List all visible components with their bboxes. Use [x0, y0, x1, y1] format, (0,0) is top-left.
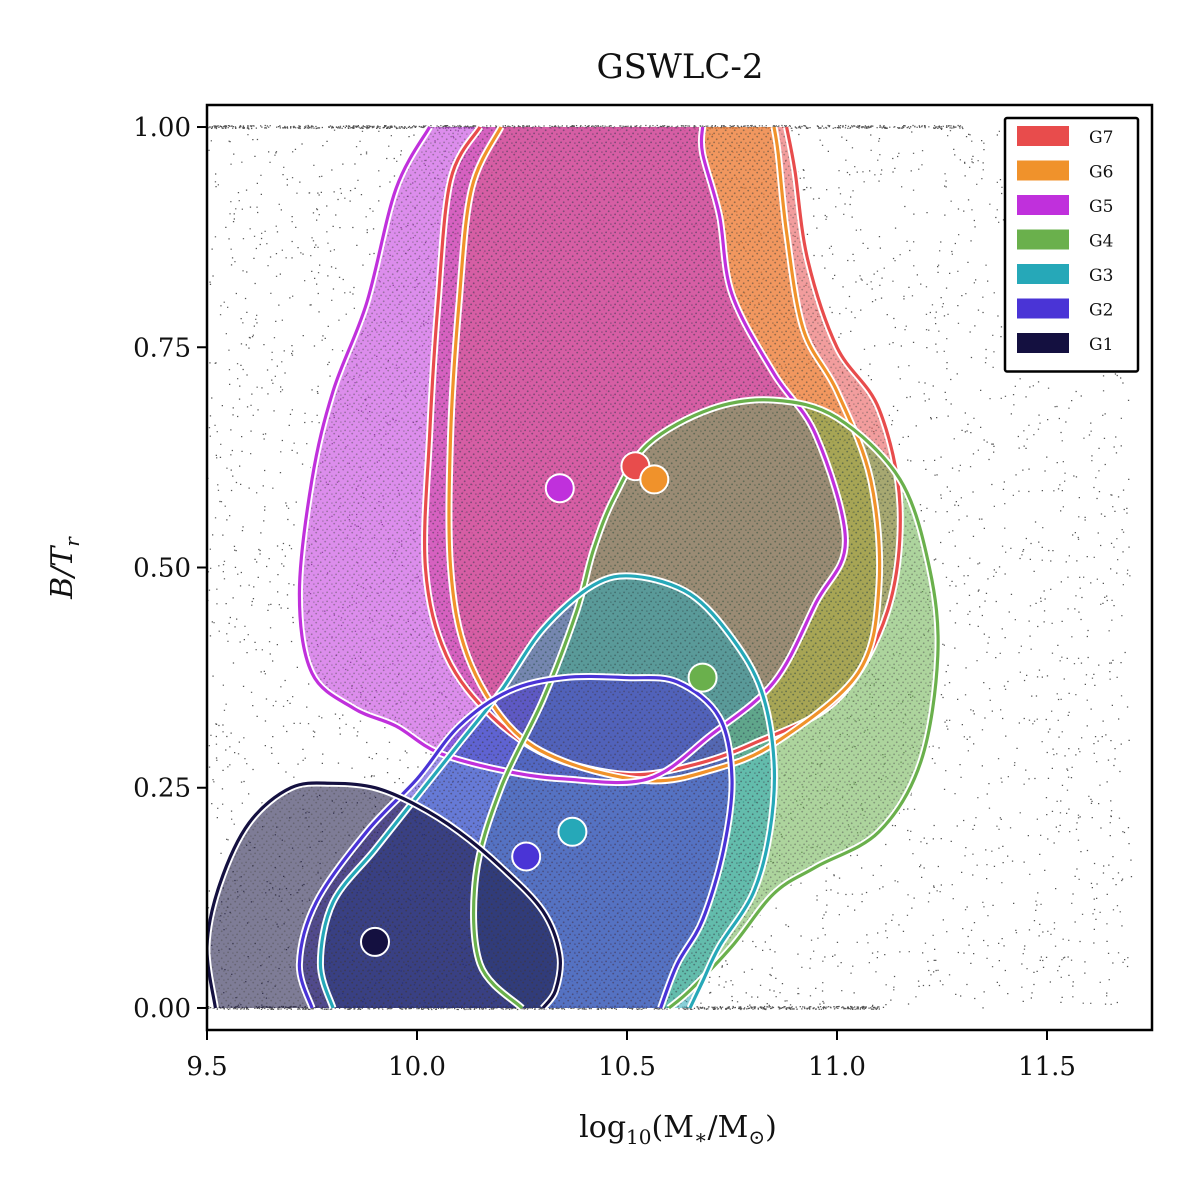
- legend-label-g1: G1: [1089, 335, 1113, 355]
- contour-g6: [447, 126, 882, 783]
- legend-swatch-g7: [1017, 126, 1069, 146]
- centroid-g5: [544, 473, 575, 504]
- density-points-g1: [207, 782, 561, 1008]
- x-axis-label: log10(M∗/M⊙): [579, 1110, 777, 1149]
- x-axis: 9.5 10.0 10.5 11.0 11.5: [186, 1030, 1076, 1082]
- x-tick-label: 11.5: [1018, 1052, 1076, 1082]
- legend-swatch-g6: [1017, 160, 1069, 181]
- legend-label-g7: G7: [1089, 128, 1113, 148]
- y-axis: 0.00 0.25 0.50 0.75 1.00: [133, 113, 207, 1024]
- x-tick-label: 10.0: [388, 1052, 446, 1082]
- legend-label-g6: G6: [1089, 163, 1113, 183]
- x-tick-label: 11.0: [808, 1052, 866, 1082]
- contour-g3: [318, 574, 777, 1009]
- legend: G7 G6 G5 G4 G3 G2 G1: [1003, 116, 1140, 373]
- legend-swatch-g4: [1017, 229, 1069, 250]
- legend-swatch-g2: [1017, 298, 1069, 319]
- contour-g7: [422, 126, 902, 777]
- contours: [207, 125, 942, 1011]
- centroid-g1: [360, 926, 390, 957]
- centroid-g4: [687, 662, 718, 693]
- legend-label-g3: G3: [1089, 266, 1113, 286]
- contour-g4: [471, 398, 940, 1010]
- x-tick-label: 9.5: [186, 1052, 227, 1082]
- contour-g5: [297, 126, 847, 785]
- y-tick-label: 1.00: [133, 113, 191, 143]
- legend-swatch-g5: [1017, 195, 1069, 215]
- y-tick-label: 0.75: [133, 333, 191, 363]
- legend-swatch-g1: [1017, 333, 1069, 353]
- legend-label-g2: G2: [1089, 301, 1113, 321]
- x-tick-label: 10.5: [598, 1052, 656, 1082]
- centroid-g6: [639, 464, 670, 495]
- centroid-g2: [511, 841, 542, 872]
- plot-area: [207, 124, 1133, 1011]
- y-tick-label: 0.25: [133, 774, 191, 804]
- legend-swatch-g3: [1017, 264, 1069, 284]
- contour-g1: [207, 781, 563, 1010]
- legend-label-g4: G4: [1089, 232, 1113, 252]
- legend-label-g5: G5: [1089, 197, 1113, 217]
- chart-title: GSWLC-2: [596, 47, 763, 87]
- density-fills: [207, 127, 939, 1009]
- y-axis-label: B/Tr: [45, 536, 84, 600]
- y-tick-label: 0.50: [133, 554, 191, 584]
- contour-g2: [297, 674, 734, 1009]
- y-tick-label: 0.00: [133, 994, 191, 1024]
- centroid-g3: [557, 816, 588, 847]
- centroids: [360, 451, 718, 957]
